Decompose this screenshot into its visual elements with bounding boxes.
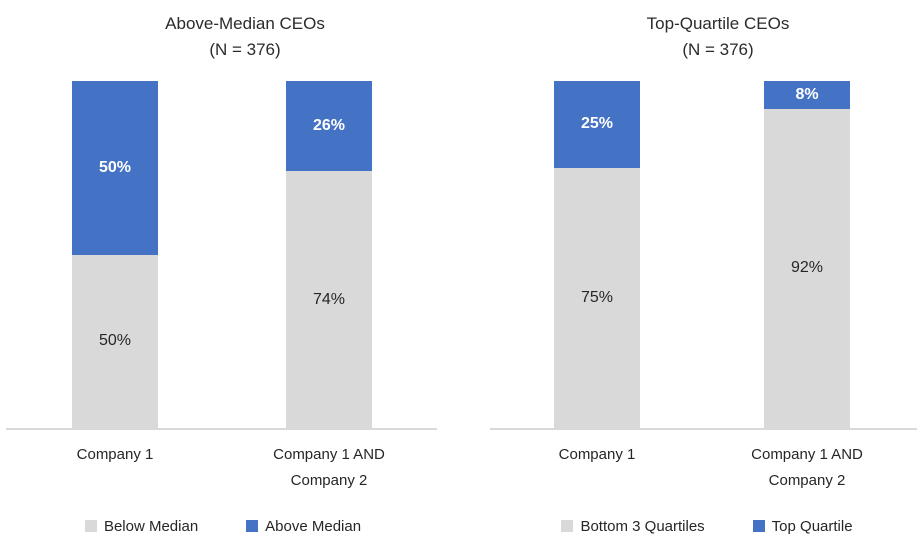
legend-label: Below Median (103, 517, 199, 535)
legend-swatch (246, 520, 259, 532)
legend: Bottom 3 Quartiles Top Quartile (477, 512, 920, 540)
legend-label: Above Median (265, 517, 362, 535)
category-axis: Company 1 Company 1 AND Company 2 (0, 442, 460, 502)
category-label: Company 1 AND Company 2 (751, 446, 863, 489)
chart-subtitle: (N = 376) (209, 40, 281, 59)
bar-segment: 74% (286, 171, 372, 428)
data-label: 75% (580, 288, 614, 306)
category-label: Company 1 (76, 446, 154, 463)
stacked-bar: 25% 75% (554, 81, 640, 428)
data-label: 92% (790, 259, 824, 277)
chart-title-block: Top-Quartile CEOs (N = 376) (460, 11, 920, 63)
legend: Below Median Above Median (0, 512, 453, 540)
legend-swatch (561, 520, 574, 532)
chart-title: Top-Quartile CEOs (646, 14, 790, 33)
category-axis: Company 1 Company 1 AND Company 2 (460, 442, 920, 502)
legend-label: Top Quartile (771, 517, 853, 535)
stacked-bar: 8% 92% (764, 81, 850, 428)
legend-swatch (752, 520, 765, 532)
bar-segment: 8% (764, 81, 850, 109)
data-label: 74% (312, 290, 346, 308)
bar-segment: 26% (286, 81, 372, 172)
bar-segment: 25% (554, 81, 640, 168)
stacked-bar: 26% 74% (286, 81, 372, 428)
chart-top-quartile-ceos: Top-Quartile CEOs (N = 376) 25% 75% 8% 92% … (460, 0, 920, 552)
legend-item: Below Median (84, 517, 199, 535)
data-label: 26% (312, 117, 346, 135)
chart-title: Above-Median CEOs (165, 14, 325, 33)
legend-item: Top Quartile (752, 517, 853, 535)
bar-segment: 75% (554, 167, 640, 428)
plot-area: 50% 50% 26% 74% (6, 81, 437, 430)
data-label: 50% (98, 332, 132, 350)
category-label: Company 1 (558, 446, 636, 463)
chart-title-block: Above-Median CEOs (N = 376) (0, 11, 460, 63)
chart-above-median-ceos: Above-Median CEOs (N = 376) 50% 50% 26% 74%… (0, 11, 460, 540)
bar-segment: 92% (764, 108, 850, 428)
bar-segment: 50% (72, 254, 158, 428)
legend-label: Bottom 3 Quartiles (580, 517, 705, 535)
stacked-bar: 50% 50% (72, 81, 158, 428)
chart-subtitle: (N = 376) (682, 40, 754, 59)
data-label: 25% (580, 115, 614, 133)
legend-item: Bottom 3 Quartiles (561, 517, 705, 535)
data-label: 8% (795, 85, 819, 103)
bar-segment: 50% (72, 81, 158, 255)
category-label: Company 1 AND Company 2 (273, 446, 385, 489)
legend-swatch (84, 520, 97, 532)
plot-area: 25% 75% 8% 92% (490, 81, 917, 430)
legend-item: Above Median (246, 518, 361, 535)
data-label: 50% (98, 158, 132, 176)
